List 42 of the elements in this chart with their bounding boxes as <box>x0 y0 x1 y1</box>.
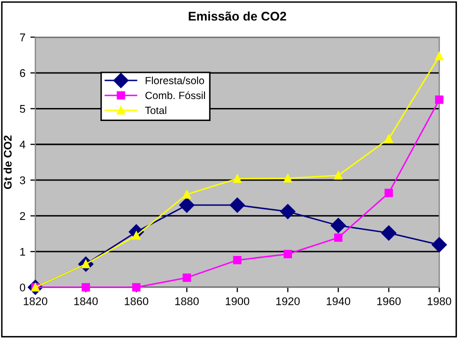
x-tick-label: 1920 <box>276 297 300 306</box>
point <box>284 174 292 182</box>
point <box>284 250 292 258</box>
legend-label: Floresta/solo <box>146 76 204 84</box>
y-tick-label: 5 <box>20 105 26 113</box>
point <box>435 96 444 104</box>
y-tick-label: 4 <box>20 140 26 148</box>
point <box>384 134 393 143</box>
point <box>334 171 342 180</box>
x-tick-label: 1840 <box>74 297 98 306</box>
point <box>132 283 140 292</box>
x-tick-label: 1960 <box>377 297 401 306</box>
point <box>381 225 396 241</box>
x-tick-label: 1900 <box>226 297 250 306</box>
point <box>330 218 346 234</box>
point <box>334 233 342 242</box>
y-tick-label: 6 <box>20 69 26 78</box>
point <box>233 174 242 183</box>
y-tick-label: 1 <box>20 248 26 256</box>
y-tick-label: 0 <box>20 284 26 292</box>
x-tick-label: 1860 <box>124 297 148 306</box>
chart-title: Emissão de CO2 <box>188 11 286 21</box>
x-tick-label: 1980 <box>428 297 452 306</box>
point <box>182 190 191 199</box>
y-tick-label: 7 <box>20 34 26 42</box>
legend-label: Comb. Fóssil <box>145 91 205 100</box>
point <box>432 237 447 252</box>
point <box>233 256 242 264</box>
x-tick-label: 1880 <box>175 297 199 306</box>
point <box>179 198 194 213</box>
y-tick-label: 3 <box>20 176 26 184</box>
point <box>82 283 90 292</box>
point <box>182 273 191 282</box>
y-tick-label: 2 <box>20 212 26 220</box>
legend-label: Total <box>145 106 166 114</box>
point <box>280 204 296 220</box>
point <box>230 198 245 213</box>
point <box>435 52 444 60</box>
point <box>384 188 393 198</box>
x-tick-label: 1940 <box>326 297 350 306</box>
x-tick-label: 1820 <box>24 297 48 306</box>
y-axis-title: Gt de CO2 <box>4 136 12 189</box>
